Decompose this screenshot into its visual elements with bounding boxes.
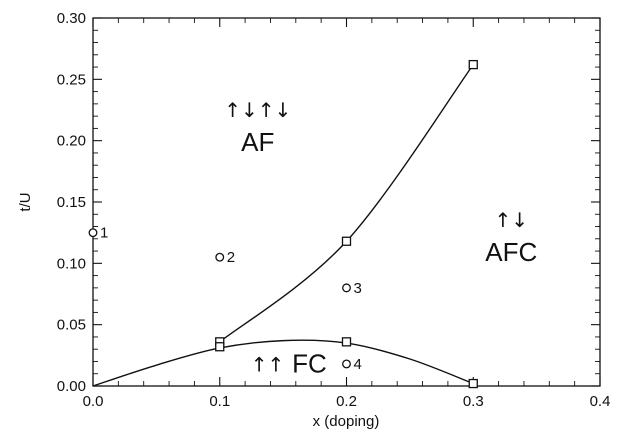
region-label: AF xyxy=(241,127,274,157)
labeled-points: 1 2 3 4 xyxy=(88,225,362,373)
x-tick-label: 0.1 xyxy=(209,393,230,410)
axis-ticks xyxy=(92,17,601,387)
region-label: FC xyxy=(292,348,327,378)
y-tick-label: 0.05 xyxy=(57,317,86,334)
x-tick-label: 0.4 xyxy=(590,393,611,410)
boundary-square-marker xyxy=(468,59,478,70)
plot-frame xyxy=(92,17,601,387)
x-tick-label: 0.3 xyxy=(463,393,484,410)
labeled-point-marker xyxy=(342,283,351,293)
x-axis-label: x (doping) xyxy=(313,413,380,430)
point-label: 4 xyxy=(354,356,362,373)
y-tick-label: 0.30 xyxy=(57,10,86,27)
region-spin-arrows: ↑↓ xyxy=(495,208,529,232)
region-label: AFC xyxy=(485,237,537,267)
axis-tick-labels: 0.0 0.1 0.2 0.3 0.4 0.00 0.05 0.10 0.15 0.20 0.25 0… xyxy=(57,10,611,410)
x-tick-label: 0.2 xyxy=(336,393,357,410)
region-spin-arrows: ↑↓↑↓ xyxy=(224,98,291,122)
region-labels: ↑↓↑↓ AF ↑↓ AFC ↑↑ FC xyxy=(224,98,537,378)
labeled-point-marker xyxy=(342,359,351,369)
labeled-point-marker xyxy=(88,228,98,238)
y-axis-label: t/U xyxy=(17,192,34,211)
y-tick-label: 0.10 xyxy=(57,255,86,272)
boundary-square-marker xyxy=(341,337,352,347)
x-tick-label: 0.0 xyxy=(83,393,104,410)
boundary-markers xyxy=(215,59,478,389)
boundary-square-marker xyxy=(468,378,478,389)
labeled-point-marker xyxy=(215,252,225,262)
boundary-square-marker xyxy=(341,236,352,246)
boundary-square-marker xyxy=(215,342,225,352)
point-label: 2 xyxy=(227,249,235,266)
y-tick-label: 0.20 xyxy=(57,133,86,150)
region-spin-arrows: ↑↑ xyxy=(251,352,285,376)
y-tick-label: 0.25 xyxy=(57,71,86,88)
y-tick-label: 0.00 xyxy=(57,378,86,395)
point-label: 1 xyxy=(100,225,108,242)
point-label: 3 xyxy=(354,280,362,297)
y-tick-label: 0.15 xyxy=(57,194,86,211)
fc-boundary-curve xyxy=(92,339,474,387)
